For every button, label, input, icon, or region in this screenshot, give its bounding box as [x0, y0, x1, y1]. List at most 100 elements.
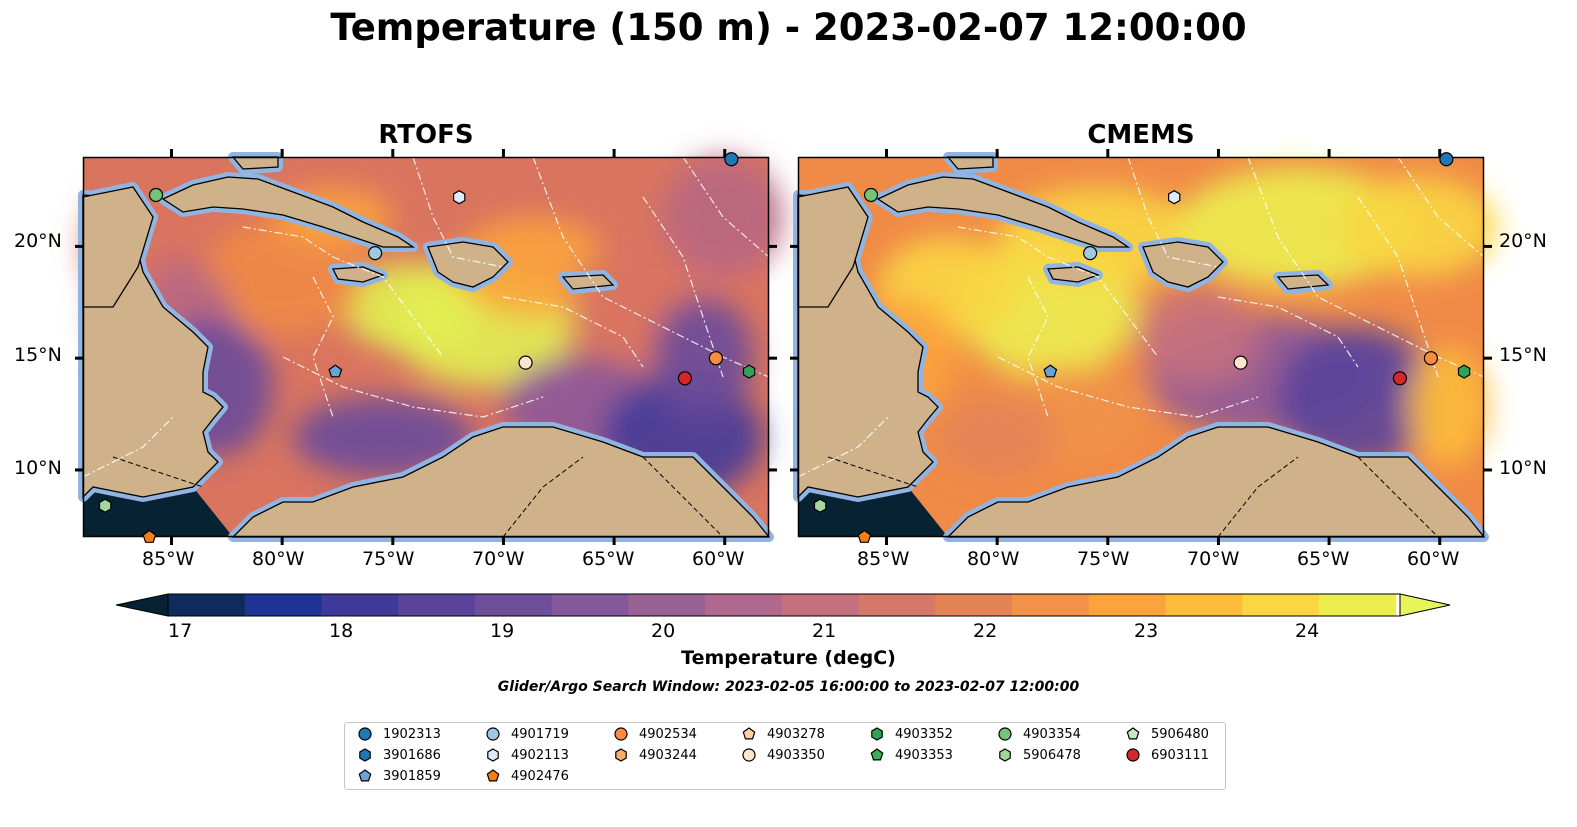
- colorbar-segment: [1165, 594, 1243, 616]
- colorbar-segment: [1242, 594, 1320, 616]
- lat-tick-label: 10°N: [1499, 457, 1547, 479]
- lon-tick-label: 75°W: [362, 548, 415, 570]
- circle-marker-icon: [1126, 748, 1140, 762]
- lon-tick-label: 60°W: [692, 548, 745, 570]
- pentagon-marker-icon: [870, 748, 884, 761]
- legend-item-4903244: 4903244: [613, 747, 697, 763]
- legend-label: 3901859: [383, 768, 441, 784]
- land-mass: [231, 426, 771, 538]
- hexagon-marker-icon: [487, 748, 499, 762]
- float-marker-5906478: [813, 498, 827, 513]
- lon-tick-label: 80°W: [967, 548, 1020, 570]
- colorbar-segment: [935, 594, 1013, 616]
- lat-tick-label: 15°N: [14, 344, 62, 366]
- legend-label: 4903352: [895, 726, 953, 742]
- land-mass: [946, 426, 1486, 538]
- colorbar-tick: 20: [651, 620, 676, 642]
- map-panel-cmems: [790, 149, 1498, 545]
- land-mass: [1142, 241, 1224, 288]
- lon-tick-label: 80°W: [252, 548, 305, 570]
- legend-label: 4903353: [895, 747, 953, 763]
- legend-label: 4901719: [511, 726, 569, 742]
- colorbar-label: Temperature (degC): [681, 647, 896, 669]
- figure-title: Temperature (150 m) - 2023-02-07 12:00:0…: [330, 6, 1247, 49]
- land-mass: [561, 274, 615, 290]
- hexagon-marker-icon: [615, 748, 627, 762]
- float-marker-4901719: [1083, 246, 1098, 261]
- colorbar-segment: [1012, 594, 1090, 616]
- colorbar-segment: [474, 594, 553, 616]
- float-marker-3901859: [1043, 364, 1058, 378]
- panel-title-cmems: CMEMS: [1087, 120, 1195, 150]
- hexagon-marker-icon: [359, 748, 371, 762]
- legend-item-4903352: 4903352: [869, 726, 953, 742]
- colorbar-segment: [781, 594, 860, 616]
- colorbar: [116, 593, 1451, 617]
- pentagon-marker-icon: [486, 769, 500, 782]
- circle-marker-icon: [486, 727, 500, 741]
- float-legend: 1902313 3901686 3901859 4901719 4902113 49024…: [344, 722, 1226, 790]
- colorbar-tick: 23: [1134, 620, 1159, 642]
- lon-tick-label: 60°W: [1407, 548, 1460, 570]
- legend-item-5906478: 5906478: [997, 747, 1081, 763]
- float-marker-4902476: [142, 529, 157, 543]
- colorbar-segment: [244, 594, 322, 616]
- float-marker-4902113: [453, 190, 466, 205]
- land-mass: [161, 176, 416, 248]
- legend-label: 4903278: [767, 726, 825, 742]
- float-marker-4903352: [1457, 364, 1471, 379]
- panel-title-rtofs: RTOFS: [378, 120, 474, 150]
- float-marker-4903350: [1233, 355, 1248, 370]
- legend-label: 4903354: [1023, 726, 1081, 742]
- lon-tick-label: 70°W: [472, 548, 525, 570]
- colorbar-tick: 18: [329, 620, 354, 642]
- map-panel-rtofs: [75, 149, 783, 545]
- float-marker-4902534: [1423, 351, 1438, 366]
- land-mass: [876, 176, 1131, 248]
- float-marker-4903352: [742, 364, 756, 379]
- legend-label: 4903350: [767, 747, 825, 763]
- lat-tick-label: 10°N: [14, 457, 62, 479]
- legend-label: 4902113: [511, 747, 569, 763]
- legend-label: 1902313: [383, 726, 441, 742]
- circle-marker-icon: [358, 727, 372, 741]
- colorbar-segment: [1318, 594, 1397, 616]
- colorbar-tick: 22: [973, 620, 998, 642]
- legend-item-6903111: 6903111: [1125, 747, 1209, 763]
- legend-label: 4902534: [639, 726, 697, 742]
- legend-item-4901719: 4901719: [485, 726, 569, 742]
- legend-item-3901859: 3901859: [357, 768, 441, 784]
- circle-marker-icon: [614, 727, 628, 741]
- colorbar-segment: [628, 594, 706, 616]
- float-marker-4901719: [368, 246, 383, 261]
- lon-tick-label: 70°W: [1187, 548, 1240, 570]
- float-marker-1902313: [1439, 152, 1454, 167]
- float-marker-3901859: [328, 364, 343, 378]
- lat-tick-label: 20°N: [1499, 230, 1547, 252]
- pentagon-marker-icon: [742, 727, 756, 740]
- legend-label: 3901686: [383, 747, 441, 763]
- pentagon-marker-icon: [358, 769, 372, 782]
- colorbar-segment: [705, 594, 783, 616]
- legend-label: 5906478: [1023, 747, 1081, 763]
- hexagon-marker-icon: [871, 727, 883, 741]
- colorbar-segment: [398, 594, 476, 616]
- colorbar-tick: 17: [168, 620, 193, 642]
- colorbar-tick: 19: [490, 620, 515, 642]
- float-marker-5906478: [98, 498, 112, 513]
- float-marker-4903354: [863, 187, 879, 203]
- colorbar-segment: [1088, 594, 1167, 616]
- legend-item-4902476: 4902476: [485, 768, 569, 784]
- search-window-text: Glider/Argo Search Window: 2023-02-05 16…: [497, 679, 1080, 695]
- lon-tick-label: 65°W: [582, 548, 635, 570]
- colorbar-segment: [858, 594, 936, 616]
- lon-tick-label: 75°W: [1077, 548, 1130, 570]
- legend-item-4902534: 4902534: [613, 726, 697, 742]
- legend-label: 4903244: [639, 747, 697, 763]
- legend-item-1902313: 1902313: [357, 726, 441, 742]
- legend-item-4903350: 4903350: [741, 747, 825, 763]
- float-marker-6903111: [1392, 371, 1408, 386]
- lat-tick-label: 15°N: [1499, 344, 1547, 366]
- legend-item-4903353: 4903353: [869, 747, 953, 763]
- legend-label: 5906480: [1151, 726, 1209, 742]
